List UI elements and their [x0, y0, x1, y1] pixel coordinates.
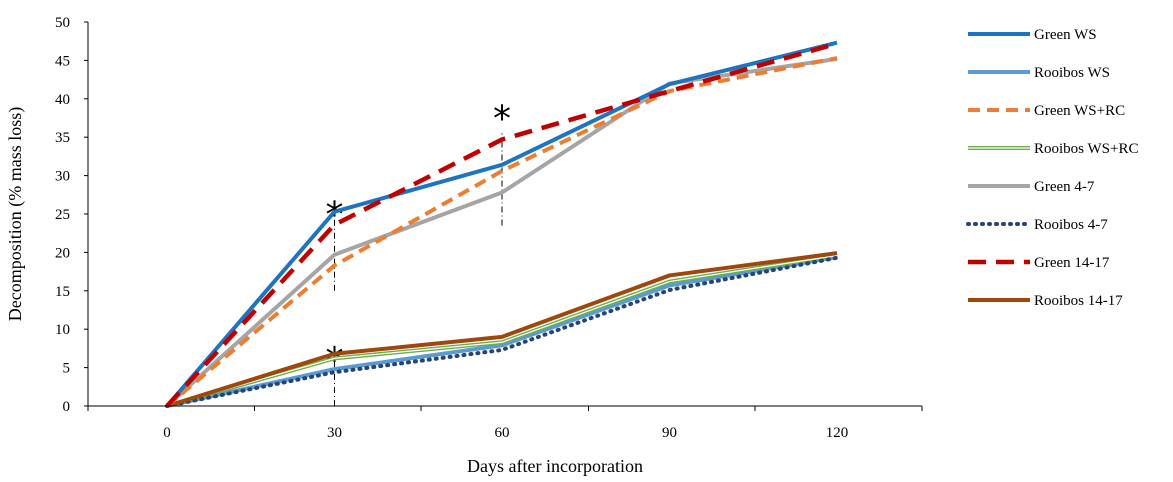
axes-layer: 0 5 10 15 20 25 30 35 40 45 50 0 30 60 90 120 Days aft…	[5, 15, 923, 476]
y-tick-label: 5	[63, 361, 71, 377]
series-line-inner-rooibos-ws-rc	[166, 254, 838, 407]
legend-item-green-4-7: Green 4-7	[968, 179, 1095, 195]
series-line-rooibos-ws	[166, 255, 838, 408]
legend-item-rooibos-14-17: Rooibos 14-17	[968, 293, 1123, 309]
x-tick-label: 0	[163, 425, 171, 441]
series-rooibos-ws	[166, 255, 838, 408]
legend-label: Green WS	[1034, 27, 1097, 43]
significance-star: *	[326, 194, 344, 235]
legend-label: Rooibos WS	[1034, 65, 1110, 81]
series-line-green-ws	[165, 40, 838, 408]
y-tick-label: 10	[55, 322, 70, 338]
x-axis-ticks: 0 30 60 90 120	[87, 406, 923, 441]
series-layer	[165, 40, 839, 408]
legend: Green WS Rooibos WS Green WS+RC Rooibos WS+…	[966, 27, 1138, 309]
series-rooibos-ws-rc	[166, 253, 838, 408]
x-tick-label: 60	[495, 425, 510, 441]
series-green-14-17	[165, 41, 838, 408]
y-tick-label: 30	[55, 169, 70, 185]
legend-label: Green 14-17	[1034, 255, 1110, 271]
series-rooibos-4-7	[165, 255, 839, 408]
legend-label: Green 4-7	[1034, 179, 1095, 195]
series-line-green-14-17	[165, 41, 838, 408]
legend-item-rooibos-ws: Rooibos WS	[968, 65, 1110, 81]
legend-label: Rooibos WS+RC	[1034, 141, 1138, 157]
y-tick-label: 40	[55, 92, 70, 108]
x-tick-label: 90	[662, 425, 677, 441]
significance-star: *	[493, 98, 511, 139]
y-tick-label: 50	[55, 15, 70, 31]
legend-item-green-14-17: Green 14-17	[968, 255, 1110, 271]
x-axis-title: Days after incorporation	[467, 456, 643, 476]
series-line-green-4-7	[165, 56, 838, 408]
y-axis-ticks: 0 5 10 15 20 25 30 35 40 45 50	[55, 15, 88, 415]
legend-item-green-ws: Green WS	[968, 27, 1097, 43]
series-line-green-ws-rc	[165, 56, 838, 408]
y-tick-label: 45	[55, 53, 70, 69]
y-tick-label: 0	[63, 399, 71, 415]
y-tick-label: 20	[55, 245, 70, 261]
annotation-layer: ***	[326, 98, 511, 406]
legend-item-green-ws-rc: Green WS+RC	[968, 103, 1125, 119]
series-green-ws	[165, 40, 838, 408]
series-line-rooibos-4-7	[165, 255, 839, 408]
y-axis-title: Decomposition (% mass loss)	[5, 107, 26, 321]
legend-label: Rooibos 14-17	[1034, 293, 1123, 309]
x-tick-label: 120	[826, 425, 849, 441]
legend-item-rooibos-4-7: Rooibos 4-7	[966, 217, 1108, 233]
y-tick-label: 25	[55, 207, 70, 223]
series-line-rooibos-14-17	[166, 251, 838, 408]
series-green-4-7	[165, 56, 838, 408]
legend-label: Rooibos 4-7	[1034, 217, 1108, 233]
series-green-ws-rc	[165, 56, 838, 408]
legend-item-rooibos-ws-rc: Rooibos WS+RC	[968, 141, 1138, 157]
series-rooibos-14-17	[166, 251, 838, 408]
legend-label: Green WS+RC	[1034, 103, 1125, 119]
x-tick-label: 30	[327, 425, 342, 441]
y-tick-label: 15	[55, 284, 70, 300]
y-tick-label: 35	[55, 130, 70, 146]
